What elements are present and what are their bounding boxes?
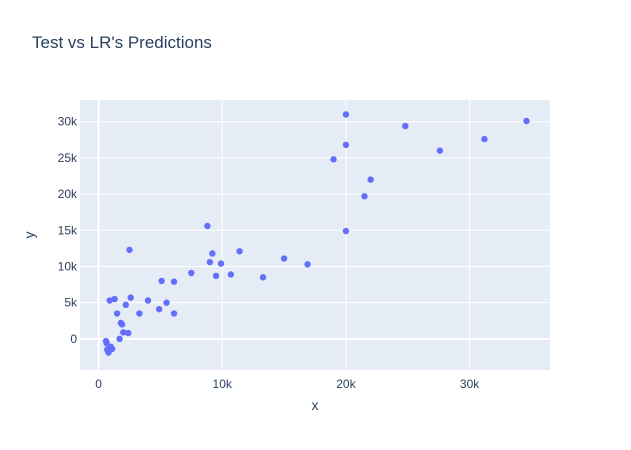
- y-tick-label: 15k: [58, 223, 78, 237]
- scatter-point[interactable]: [118, 321, 126, 328]
- scatter-point[interactable]: [361, 193, 368, 200]
- y-tick-label: 20k: [58, 187, 78, 201]
- chart-title: Test vs LR's Predictions: [32, 33, 212, 52]
- x-tick-label: 30k: [460, 377, 480, 391]
- scatter-point[interactable]: [107, 343, 115, 351]
- scatter-point[interactable]: [155, 305, 163, 313]
- scatter-point[interactable]: [280, 255, 288, 262]
- grid-lines: [80, 100, 550, 370]
- scatter-point[interactable]: [144, 297, 152, 304]
- scatter-point[interactable]: [481, 135, 488, 143]
- scatter-point[interactable]: [120, 329, 127, 336]
- scatter-point[interactable]: [125, 329, 132, 337]
- scatter-point[interactable]: [402, 122, 409, 130]
- scatter-point[interactable]: [170, 310, 178, 317]
- scatter-point[interactable]: [367, 176, 374, 183]
- scatter-point[interactable]: [127, 294, 134, 301]
- scatter-point[interactable]: [206, 258, 214, 266]
- scatter-point[interactable]: [116, 335, 123, 343]
- scatter-point[interactable]: [342, 141, 350, 149]
- y-tick-label: 0: [70, 332, 77, 346]
- scatter-point[interactable]: [113, 310, 121, 317]
- data-markers: [102, 111, 530, 356]
- x-tick-label: 0: [95, 377, 102, 391]
- y-tick-label: 25k: [58, 151, 78, 165]
- scatter-point[interactable]: [236, 248, 243, 255]
- scatter-point[interactable]: [342, 111, 350, 118]
- plot-area: [80, 100, 550, 370]
- scatter-point[interactable]: [105, 349, 112, 356]
- scatter-point[interactable]: [158, 277, 165, 285]
- scatter-point[interactable]: [212, 272, 220, 280]
- scatter-point[interactable]: [136, 310, 143, 317]
- scatter-point[interactable]: [436, 147, 444, 154]
- scatter-point[interactable]: [122, 301, 129, 309]
- scatter-point[interactable]: [106, 297, 113, 304]
- scatter-point[interactable]: [523, 117, 530, 125]
- y-axis-title: y: [21, 232, 37, 239]
- scatter-point[interactable]: [126, 246, 133, 254]
- x-axis-ticks: 0 10k 20k 30k: [95, 377, 480, 391]
- scatter-point[interactable]: [342, 227, 350, 235]
- scatter-point[interactable]: [217, 260, 225, 267]
- scatter-point[interactable]: [163, 299, 170, 306]
- y-tick-label: 5k: [64, 296, 78, 310]
- x-tick-label: 20k: [336, 377, 356, 391]
- y-tick-label: 30k: [58, 115, 78, 129]
- x-axis-title: x: [312, 397, 319, 413]
- scatter-point[interactable]: [170, 278, 178, 285]
- scatter-point[interactable]: [209, 250, 216, 257]
- x-tick-label: 10k: [213, 377, 233, 391]
- y-axis-ticks: 0 5k 10k 15k 20k 25k 30k: [58, 115, 78, 346]
- scatter-point[interactable]: [103, 340, 110, 347]
- scatter-point[interactable]: [227, 271, 235, 278]
- scatter-point[interactable]: [111, 295, 118, 303]
- y-tick-label: 10k: [58, 259, 78, 273]
- scatter-point[interactable]: [188, 269, 195, 277]
- scatter-point[interactable]: [259, 274, 267, 281]
- scatter-point[interactable]: [330, 156, 337, 163]
- scatter-point[interactable]: [304, 261, 311, 268]
- scatter-point[interactable]: [204, 222, 211, 230]
